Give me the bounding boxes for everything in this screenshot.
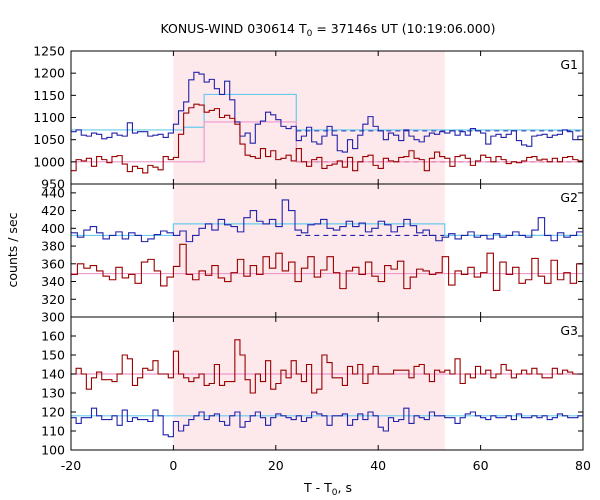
- x-tick-label: 0: [169, 458, 177, 473]
- series-line-0: [71, 199, 583, 243]
- x-axis-label: T - T0, s: [303, 480, 352, 498]
- panel-plot-area: [71, 71, 583, 174]
- panel-label: G1: [560, 57, 578, 72]
- x-tick-label: 20: [268, 458, 284, 473]
- panel-g2: 300 320 340 360 380 400 420 440 G2: [41, 183, 584, 325]
- y-tick-label: 400: [41, 221, 65, 236]
- y-tick-label: 440: [41, 185, 65, 200]
- y-tick-label: 110: [41, 424, 65, 439]
- y-tick-label: 1100: [33, 110, 65, 125]
- panel-frame: [70, 316, 584, 451]
- chart-title: KONUS-WIND 030614 T0 = 37146s UT (10:19:…: [160, 21, 495, 39]
- x-tick-label: 60: [473, 458, 489, 473]
- series-line-1: [71, 243, 583, 291]
- panel-label: G3: [560, 323, 578, 338]
- y-tick-label: 160: [41, 329, 65, 344]
- y-tick-label: 420: [41, 203, 65, 218]
- panel-plot-area: [71, 199, 583, 291]
- series-line-1: [71, 103, 583, 174]
- y-tick-label: 360: [41, 256, 65, 271]
- y-tick-label: 950: [41, 177, 65, 192]
- series-line-1: [71, 407, 583, 438]
- y-tick-label: 140: [41, 367, 65, 382]
- y-tick-label: 1050: [33, 132, 65, 147]
- y-tick-label: 130: [41, 386, 65, 401]
- chart-title-subscript: 0: [307, 29, 313, 39]
- highlight-interval: [173, 317, 445, 450]
- x-tick-label: -20: [61, 458, 81, 473]
- y-tick-label: 1200: [33, 66, 65, 81]
- fit-line-1: [71, 121, 583, 163]
- highlight-interval: [173, 184, 445, 317]
- panel-plot-area: [71, 339, 583, 438]
- y-tick-label: 120: [41, 405, 65, 420]
- y-tick-label: 320: [41, 292, 65, 307]
- x-tick-label: 40: [370, 458, 386, 473]
- panels-group: 950100010501100115012001250G130032034036…: [33, 44, 591, 474]
- y-tick-label: 1000: [33, 154, 65, 169]
- panel-g1: 950 1000 1050 1100 1150 1200 1250 G1: [33, 44, 584, 192]
- panel-g3: 100 110 120 130 140 150 160 G3: [41, 316, 584, 458]
- y-tick-label: 1250: [33, 44, 65, 59]
- y-tick-label: 150: [41, 348, 65, 363]
- y-tick-label: 380: [41, 239, 65, 254]
- y-tick-label: 100: [41, 443, 65, 458]
- panel-label: G2: [560, 190, 578, 205]
- y-axis-label: counts / sec: [5, 212, 20, 287]
- highlight-interval: [173, 51, 445, 184]
- y-tick-label: 340: [41, 274, 65, 289]
- y-tick-label: 1150: [33, 88, 65, 103]
- x-axis-label-subscript: 0: [332, 488, 338, 498]
- x-tick-label: 80: [575, 458, 591, 473]
- series-line-0: [71, 339, 583, 394]
- series-line-0: [71, 71, 583, 153]
- y-tick-label: 300: [41, 310, 65, 325]
